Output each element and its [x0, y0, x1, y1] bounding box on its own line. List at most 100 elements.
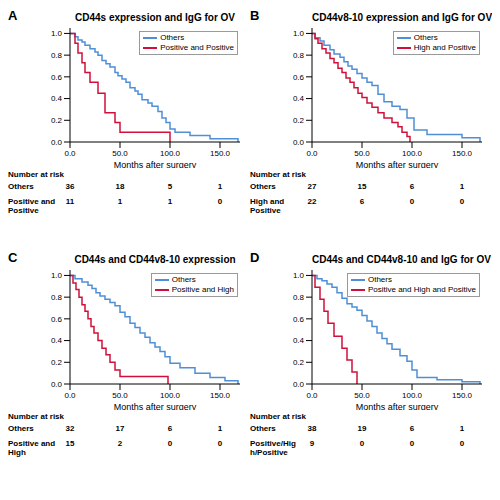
- html-text:Number at risk: Number at risk: [250, 412, 306, 421]
- html-text:27: 27: [307, 182, 317, 191]
- html-text:Positive and High and Positive: Positive and High and Positive: [367, 285, 476, 294]
- html-text:Others: Others: [367, 275, 392, 284]
- html-text:0: 0: [167, 439, 173, 448]
- svg-text:1.0: 1.0: [293, 29, 305, 38]
- html-text:Others: Others: [171, 275, 196, 284]
- html-text:1: 1: [217, 182, 223, 191]
- html-text:Positive and Positive: Positive and Positive: [8, 197, 56, 215]
- html-text:15: 15: [357, 182, 367, 191]
- svg-text:1.0: 1.0: [51, 29, 63, 38]
- svg-text:0.0: 0.0: [306, 149, 318, 158]
- svg-text:0.4: 0.4: [51, 336, 63, 345]
- html-text:Others: Others: [250, 182, 276, 191]
- html-text:CD44s and CD44v8-10 and IgG fo: CD44s and CD44v8-10 and IgG for OV: [312, 254, 491, 265]
- svg-text:0.0: 0.0: [51, 380, 63, 389]
- svg-text:0.0: 0.0: [293, 380, 305, 389]
- svg-text:0.2: 0.2: [51, 116, 63, 125]
- svg-text:50.0: 50.0: [354, 149, 370, 158]
- html-text:High and Positive: High and Positive: [250, 197, 285, 215]
- svg-text:100.0: 100.0: [160, 149, 181, 158]
- svg-text:0.0: 0.0: [293, 138, 305, 147]
- html-text:22: 22: [307, 197, 317, 206]
- svg-text:0.4: 0.4: [51, 94, 63, 103]
- html-text:Number at risk: Number at risk: [8, 412, 64, 421]
- svg-text:0.0: 0.0: [64, 391, 76, 400]
- html-text:0: 0: [217, 439, 223, 448]
- html-text:High and Positive: High and Positive: [413, 43, 476, 52]
- html-text:Others: Others: [413, 33, 438, 42]
- html-text:A: A: [8, 8, 18, 23]
- html-text:32: 32: [65, 424, 75, 433]
- svg-text:0.2: 0.2: [51, 358, 63, 367]
- svg-text:0.6: 0.6: [51, 73, 63, 82]
- svg-text:150.0: 150.0: [452, 391, 473, 400]
- html-text:17: 17: [115, 424, 125, 433]
- svg-text:150.0: 150.0: [210, 149, 231, 158]
- html-text:Positive/High/Positive: Positive/High/Positive: [250, 439, 296, 457]
- html-text:6: 6: [359, 197, 365, 206]
- html-text:CD44s and CD44v8-10 expression: CD44s and CD44v8-10 expression: [74, 254, 236, 265]
- html-text:D: D: [250, 250, 260, 265]
- svg-text:Months after surgery: Months after surgery: [114, 160, 197, 168]
- html-text:18: 18: [115, 182, 125, 191]
- svg-text:50.0: 50.0: [112, 391, 128, 400]
- html-text:38: 38: [307, 424, 317, 433]
- html-text:1: 1: [167, 197, 173, 206]
- html-text:2: 2: [117, 439, 123, 448]
- svg-text:0.4: 0.4: [293, 94, 305, 103]
- svg-text:0.6: 0.6: [293, 73, 305, 82]
- svg-text:0.2: 0.2: [293, 116, 305, 125]
- html-text:B: B: [250, 8, 260, 23]
- html-text:0: 0: [459, 197, 465, 206]
- html-text:Others: Others: [8, 424, 34, 433]
- html-text:1: 1: [217, 424, 223, 433]
- svg-text:50.0: 50.0: [112, 149, 128, 158]
- html-text:19: 19: [357, 424, 367, 433]
- html-text:15: 15: [65, 439, 75, 448]
- html-text:Others: Others: [250, 424, 276, 433]
- svg-text:0.0: 0.0: [51, 138, 63, 147]
- html-text:6: 6: [409, 424, 415, 433]
- svg-text:150.0: 150.0: [452, 149, 473, 158]
- html-text:Positive and High: Positive and High: [171, 285, 234, 294]
- html-text:Others: Others: [160, 33, 185, 42]
- svg-text:0.4: 0.4: [293, 336, 305, 345]
- html-text:0: 0: [217, 197, 223, 206]
- html-text:C: C: [8, 250, 18, 265]
- svg-text:0.6: 0.6: [293, 315, 305, 324]
- svg-text:1.0: 1.0: [293, 271, 305, 280]
- svg-text:Months after surgery: Months after surgery: [114, 402, 197, 410]
- svg-text:100.0: 100.0: [160, 391, 181, 400]
- html-text:Number at risk: Number at risk: [250, 170, 306, 179]
- html-text:1: 1: [117, 197, 123, 206]
- html-text:Number at risk: Number at risk: [8, 170, 64, 179]
- html-text:1: 1: [459, 424, 465, 433]
- svg-text:50.0: 50.0: [354, 391, 370, 400]
- svg-text:150.0: 150.0: [210, 391, 231, 400]
- svg-text:100.0: 100.0: [402, 391, 423, 400]
- svg-text:0.8: 0.8: [51, 293, 63, 302]
- html-text:5: 5: [167, 182, 173, 191]
- html-text:0: 0: [409, 197, 415, 206]
- html-text:Positive and High: Positive and High: [8, 439, 56, 457]
- html-text:6: 6: [167, 424, 173, 433]
- svg-text:0.2: 0.2: [293, 358, 305, 367]
- html-text:36: 36: [65, 182, 75, 191]
- html-text:11: 11: [65, 197, 75, 206]
- svg-text:0.8: 0.8: [293, 293, 305, 302]
- html-text:Positive and Positive: Positive and Positive: [160, 43, 234, 52]
- svg-text:1.0: 1.0: [51, 271, 63, 280]
- svg-text:0.0: 0.0: [64, 149, 76, 158]
- svg-text:0.8: 0.8: [51, 51, 63, 60]
- html-text:6: 6: [409, 182, 415, 191]
- html-text:1: 1: [459, 182, 465, 191]
- svg-text:0.0: 0.0: [306, 391, 318, 400]
- html-text:Others: Others: [8, 182, 34, 191]
- svg-text:0.6: 0.6: [51, 315, 63, 324]
- html-text:CD44s expression and IgG for O: CD44s expression and IgG for OV: [75, 12, 235, 23]
- svg-text:0.8: 0.8: [293, 51, 305, 60]
- svg-text:Months after surgery: Months after surgery: [356, 402, 439, 410]
- svg-text:Months after surgery: Months after surgery: [356, 160, 439, 168]
- svg-text:100.0: 100.0: [402, 149, 423, 158]
- html-text:CD44v8-10 expression and IgG f: CD44v8-10 expression and IgG for OV: [312, 12, 493, 23]
